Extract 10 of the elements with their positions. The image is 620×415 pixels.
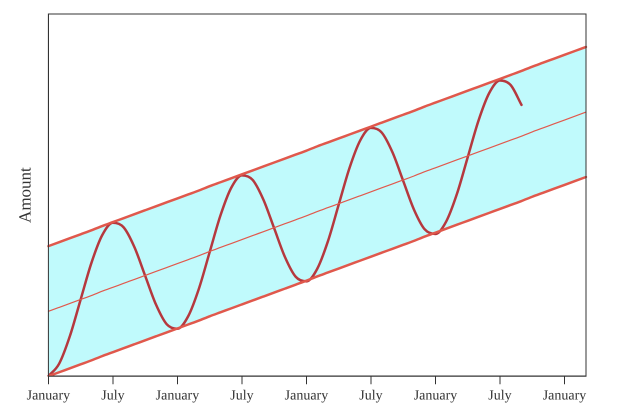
x-tick-label: January — [284, 388, 328, 404]
x-tick-label: January — [414, 388, 458, 404]
x-tick-label: July — [488, 388, 512, 404]
x-tick-label: January — [542, 388, 586, 404]
y-axis-title: Amount — [16, 166, 35, 223]
x-tick-label: January — [26, 388, 70, 404]
x-tick-label: January — [156, 388, 200, 404]
x-tick-label: July — [359, 388, 383, 404]
x-tick-label: July — [230, 388, 254, 404]
x-tick-label: July — [101, 388, 125, 404]
